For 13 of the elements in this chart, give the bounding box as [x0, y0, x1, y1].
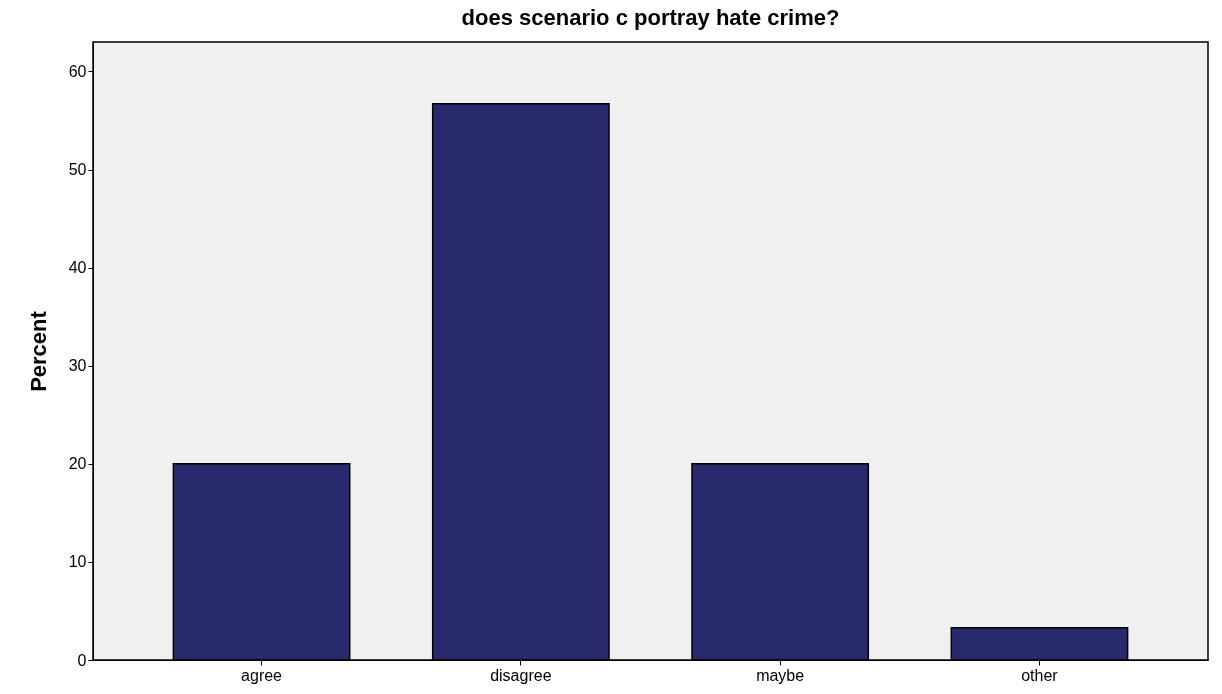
y-tick-label: 20 — [68, 455, 87, 473]
y-tick-label: 10 — [68, 553, 87, 571]
x-tick-label: other — [1021, 666, 1059, 684]
x-tick-label: disagree — [490, 666, 552, 684]
x-tick-label: maybe — [756, 666, 805, 684]
y-axis-title: Percent — [25, 310, 51, 392]
x-tick-label: agree — [241, 666, 283, 684]
y-tick-label: 50 — [68, 161, 87, 179]
y-tick-label: 0 — [77, 651, 87, 669]
y-tick-label: 40 — [68, 259, 87, 277]
chart-title: does scenario c portray hate crime? — [461, 5, 840, 30]
y-tick-label: 60 — [68, 62, 87, 80]
y-tick-label: 30 — [68, 357, 87, 375]
